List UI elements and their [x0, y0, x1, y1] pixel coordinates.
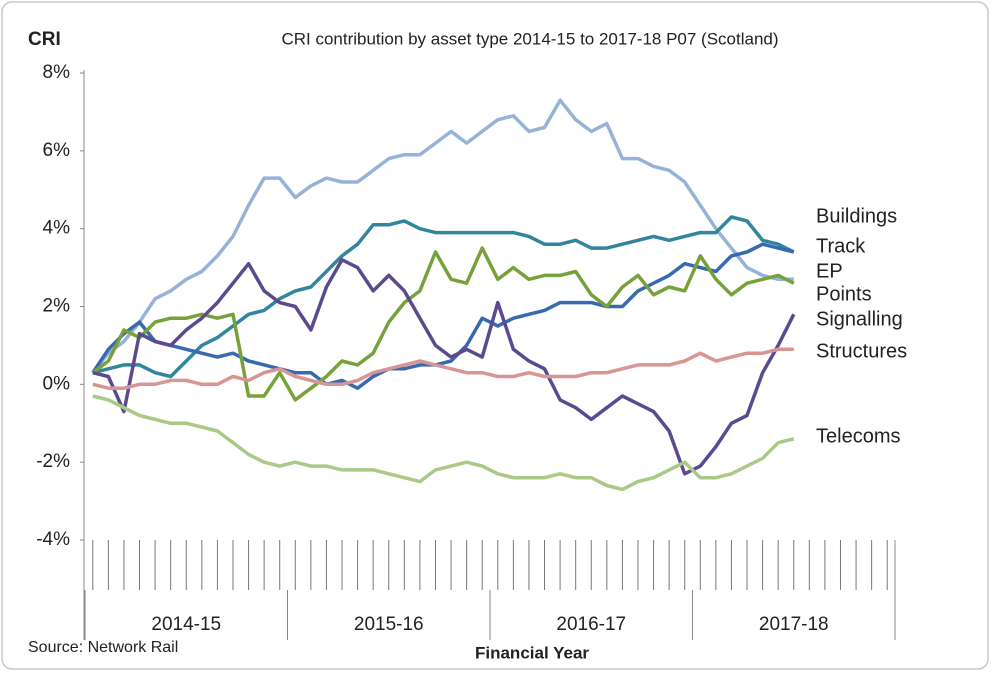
series-line: [92, 215, 795, 379]
chart-title: CRI contribution by asset type 2014-15 t…: [281, 29, 778, 48]
series-line: [91, 242, 795, 390]
series-line: [92, 394, 795, 492]
source-note: Source: Network Rail: [28, 639, 178, 656]
legend-label: Telecoms: [816, 425, 900, 447]
x-group-label: 2014-15: [151, 614, 221, 635]
y-axis-title: CRI: [28, 29, 61, 50]
y-tick-label: 4%: [43, 218, 71, 239]
series-line: [91, 246, 795, 402]
legend-label: Track: [816, 235, 866, 257]
y-tick-label: -2%: [36, 451, 70, 472]
x-group-label: 2017-18: [759, 614, 829, 635]
y-tick-label: 2%: [43, 296, 71, 317]
legend-label: Signalling: [816, 308, 903, 330]
legend-label: Points: [816, 283, 872, 305]
x-group-label: 2016-17: [556, 614, 626, 635]
y-tick-label: 0%: [43, 373, 71, 394]
series-line: [92, 347, 794, 390]
legend-label: EP: [816, 260, 843, 282]
y-tick-label: 6%: [43, 140, 71, 161]
series-line: [92, 258, 796, 476]
y-tick-label: 8%: [43, 62, 71, 83]
y-tick-label: -4%: [36, 529, 70, 550]
legend-label: Structures: [816, 340, 907, 362]
legend-label: Buildings: [816, 205, 897, 227]
series-line: [91, 98, 794, 374]
x-group-label: 2015-16: [354, 614, 424, 635]
x-axis-title: Financial Year: [475, 643, 589, 662]
